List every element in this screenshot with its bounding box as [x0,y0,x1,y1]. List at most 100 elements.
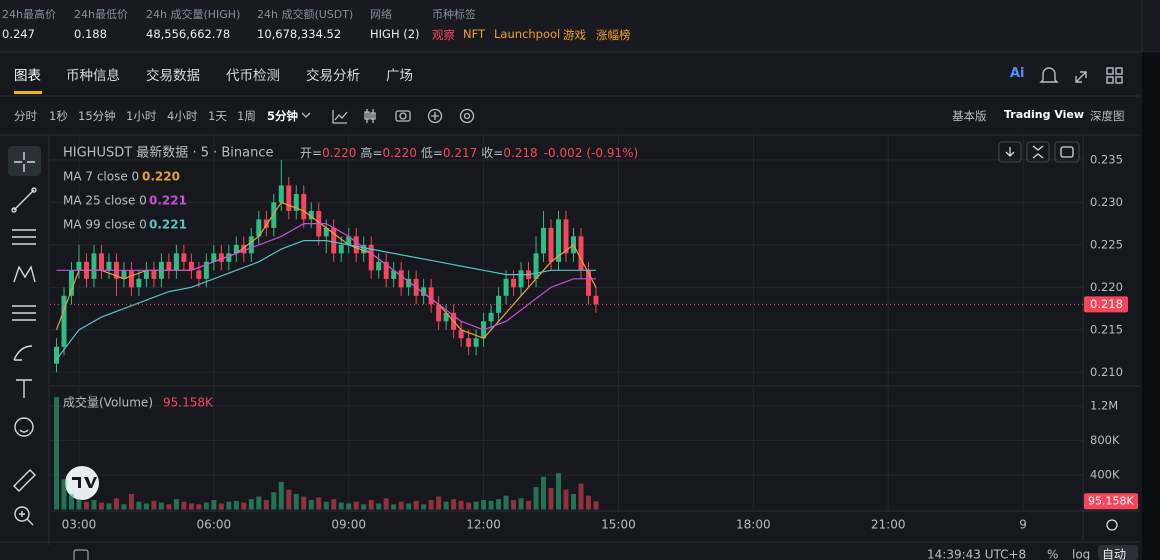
interval[interactable]: 1秒 [49,109,68,123]
zoom-tool[interactable] [14,506,30,522]
ma-legend-name: MA 7 close 0 [63,170,139,184]
volume-bar [173,499,179,510]
volume-bar [413,500,419,510]
candle-body [503,278,509,296]
candle-body [406,278,412,288]
candle-body [106,261,112,271]
tag[interactable]: 观察 [432,28,455,42]
candle-body [331,227,337,254]
view-option[interactable]: Trading View [1004,108,1085,121]
grid-icon[interactable] [1115,76,1123,84]
candle-body [76,261,82,271]
candle-body [188,261,194,271]
text-tool[interactable] [16,379,32,398]
pane-button[interactable] [998,141,1022,163]
pane-button [1032,145,1044,159]
crosshair-tool[interactable] [14,152,35,172]
candle-body [218,253,224,262]
settings-icon[interactable] [1106,519,1118,531]
fib-tool[interactable] [12,229,36,245]
grid-icon[interactable] [1115,67,1123,75]
candle-body [301,193,307,220]
camera-icon[interactable] [395,110,411,122]
auto-toggle[interactable]: 自动 [1102,548,1126,560]
tab[interactable]: 广场 [386,68,413,84]
pane-button[interactable] [1054,141,1080,163]
candle-body [151,270,157,279]
grid-icon[interactable] [1106,67,1114,75]
pattern-tool[interactable] [13,265,36,283]
position-tool[interactable] [12,305,36,321]
tag[interactable]: NFT [463,27,486,41]
settings-icon [463,112,471,120]
stat-value: 10,678,334.52 [257,27,342,41]
volume-bar [248,499,254,510]
volume-bar [368,499,374,510]
tab-underline [14,91,42,94]
volume-bar [548,487,554,510]
view-option[interactable]: 基本版 [952,109,987,123]
tag[interactable]: 涨幅榜 [596,28,631,42]
candle-body [421,287,427,296]
dropdown-arrow[interactable] [301,112,311,118]
tab[interactable]: 代币检测 [226,68,280,84]
candle-body [203,261,209,279]
volume-tick-label: 1.2M [1090,398,1118,412]
bell-icon[interactable] [1039,67,1059,83]
volume-badge-label: 95.158K [1088,494,1134,507]
settings-icon[interactable] [459,108,475,124]
tab[interactable]: 图表 [14,68,41,84]
header-icons [1039,67,1123,84]
indicator-icon[interactable] [332,110,348,124]
candle-body [578,236,584,271]
expand-icon[interactable] [1075,71,1087,83]
tab[interactable]: 交易分析 [306,68,360,84]
volume-bar [196,504,202,510]
line-tool[interactable] [13,189,35,211]
volume-bar [488,500,494,510]
tool-active-bg [8,146,41,176]
candle-body [181,253,187,262]
interval[interactable]: 1小时 [126,109,157,123]
candle-icon[interactable] [364,109,376,123]
volume-bar [443,501,449,510]
interval[interactable]: 15分钟 [78,109,116,123]
interval[interactable]: 4小时 [167,109,198,123]
tab[interactable]: 交易数据 [146,68,200,84]
pane-button[interactable] [1026,141,1050,163]
toolbar-icons [301,108,475,124]
view-option[interactable]: 深度图 [1090,109,1125,123]
volume-tick-label: 800K [1090,433,1120,447]
interval[interactable]: 1周 [237,109,256,123]
stat-label: 24h最低价 [74,8,128,21]
log-toggle[interactable]: log [1072,548,1090,560]
interval[interactable]: 1天 [208,109,227,123]
volume-bar [541,476,547,510]
tag[interactable]: Launchpool [494,27,561,41]
volume-bar [203,502,209,510]
volume-bar [361,504,367,510]
ai-button[interactable]: Ai [1010,66,1025,81]
ruler-tool[interactable] [13,469,36,492]
change: -0.002 [544,146,583,160]
volume-bar [593,501,599,510]
interval[interactable]: 分时 [14,109,37,123]
candle-body [248,236,254,254]
y-tick-label: 0.210 [1090,365,1123,379]
brush-tool[interactable] [13,345,33,361]
volume-bar [226,501,232,510]
candle-body [585,270,591,296]
candle-body [256,219,262,237]
percent-toggle[interactable]: % [1047,548,1058,560]
candle-body [548,227,554,262]
grid-icon[interactable] [1106,76,1114,84]
stat-label: 24h最高价 [2,8,56,21]
add-icon[interactable] [427,108,443,124]
tag[interactable]: 游戏 [563,28,586,42]
tab[interactable]: 币种信息 [66,68,120,84]
interval[interactable]: 5分钟 [267,109,299,123]
calendar-icon[interactable] [73,549,89,560]
emoji-tool[interactable] [14,417,34,437]
ohlc-name: 收= [481,146,503,160]
candle-body [338,244,344,254]
